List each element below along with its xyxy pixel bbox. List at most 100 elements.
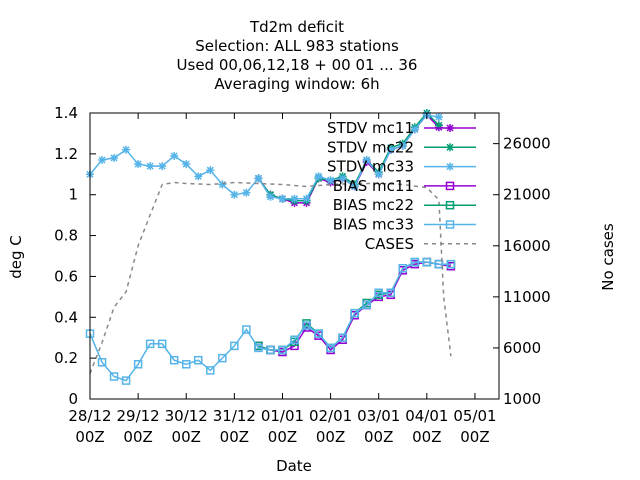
chart-title: Td2m deficit Selection: ALL 983 stations… [177,18,418,93]
legend-label: BIAS mc22 [333,196,414,214]
series-layer [85,109,456,385]
square-marker [434,259,444,269]
square-marker [445,200,455,210]
star-marker [98,155,107,164]
star-marker [290,194,299,203]
series-line [258,261,451,351]
star-marker [386,145,395,154]
square-marker [109,372,119,381]
x-tick-label-hour: 00Z [268,428,297,446]
title-line-2: Selection: ALL 983 stations [195,37,399,55]
star-marker [158,162,167,171]
square-marker [338,333,347,342]
star-marker [314,172,323,181]
x-tick-label: 30/12 [165,407,208,425]
star-marker [206,166,215,175]
star-marker [446,162,454,171]
square-marker [121,376,131,385]
x-tick-label: 04/01 [405,407,448,425]
y2-tick-label: 11000 [503,288,551,306]
square-marker [446,259,456,269]
series-bias-mc33 [85,257,456,385]
y-tick-label: 0.8 [54,227,78,245]
star-marker [374,170,383,179]
square-marker [169,355,179,365]
legend-label: BIAS mc33 [333,216,414,234]
square-marker [410,257,420,267]
star-marker [326,176,335,185]
star-marker [254,174,263,183]
y2-tick-label: 21000 [503,186,551,204]
square-marker [206,366,215,375]
y2-tick-label: 1000 [503,390,541,408]
y-tick-label: 0.2 [54,349,78,367]
legend-label: STDV mc22 [327,138,414,156]
star-marker [122,145,131,154]
x-tick-label: 28/12 [68,407,111,425]
y2-tick-label: 26000 [503,135,551,153]
series-stdv-mc33 [86,111,443,203]
star-marker [302,194,311,203]
series-bias-mc22 [254,257,456,355]
star-marker [410,125,419,134]
title-line-3: Used 00,06,12,18 + 00 01 ... 36 [177,56,418,74]
star-marker [446,143,454,152]
y2-tick-label: 16000 [503,237,551,255]
square-marker [398,264,408,273]
star-marker [110,153,119,162]
square-marker [445,181,455,191]
x-tick-label-hour: 00Z [316,428,345,446]
series-bias-mc11 [254,257,456,357]
title-line-1: Td2m deficit [249,18,344,36]
x-tick-label: 02/01 [309,407,352,425]
square-marker [290,335,299,345]
square-marker [145,339,155,349]
square-marker [242,325,251,334]
x-tick-label: 29/12 [117,407,160,425]
square-marker [230,341,239,351]
square-marker [194,355,203,365]
x-tick-label-hour: 00Z [220,428,249,446]
x-tick-label-hour: 00Z [75,428,104,446]
y-tick-label: 1 [68,186,78,204]
series-line [258,261,452,353]
star-marker [230,190,239,199]
title-line-4: Averaging window: 6h [214,75,379,93]
series-cases [89,181,452,374]
square-marker [133,360,143,369]
series-line [89,181,452,374]
square-marker [254,343,263,353]
y-axis-label: deg C [7,235,25,279]
star-marker [146,162,155,171]
star-marker [362,155,371,164]
y-tick-label: 0.6 [54,267,78,285]
square-marker [386,288,395,298]
x-tick-label-hour: 00Z [412,428,441,446]
star-marker [170,151,179,160]
star-marker [242,188,251,197]
x-tick-label: 31/12 [213,407,256,425]
y-tick-label: 0.4 [54,308,78,326]
y-tick-label: 1.4 [54,104,78,122]
square-marker [350,308,359,318]
star-marker [182,160,191,169]
square-marker [314,329,323,338]
square-marker [445,220,455,229]
square-marker [362,300,371,310]
x-tick-label-hour: 00Z [172,428,201,446]
square-marker [302,321,311,330]
star-marker [266,192,275,201]
plot-frame [89,112,500,400]
series-line [89,261,451,382]
square-marker [97,357,107,367]
star-marker [446,124,454,132]
square-marker [374,288,383,298]
star-marker [398,141,407,150]
x-tick-label: 05/01 [453,407,496,425]
series-line [257,111,440,202]
y2-axis-label: No cases [599,223,617,291]
star-marker [350,182,359,191]
x-tick-label: 03/01 [357,407,400,425]
y2-tick-label: 6000 [503,339,541,357]
square-marker [157,339,167,349]
